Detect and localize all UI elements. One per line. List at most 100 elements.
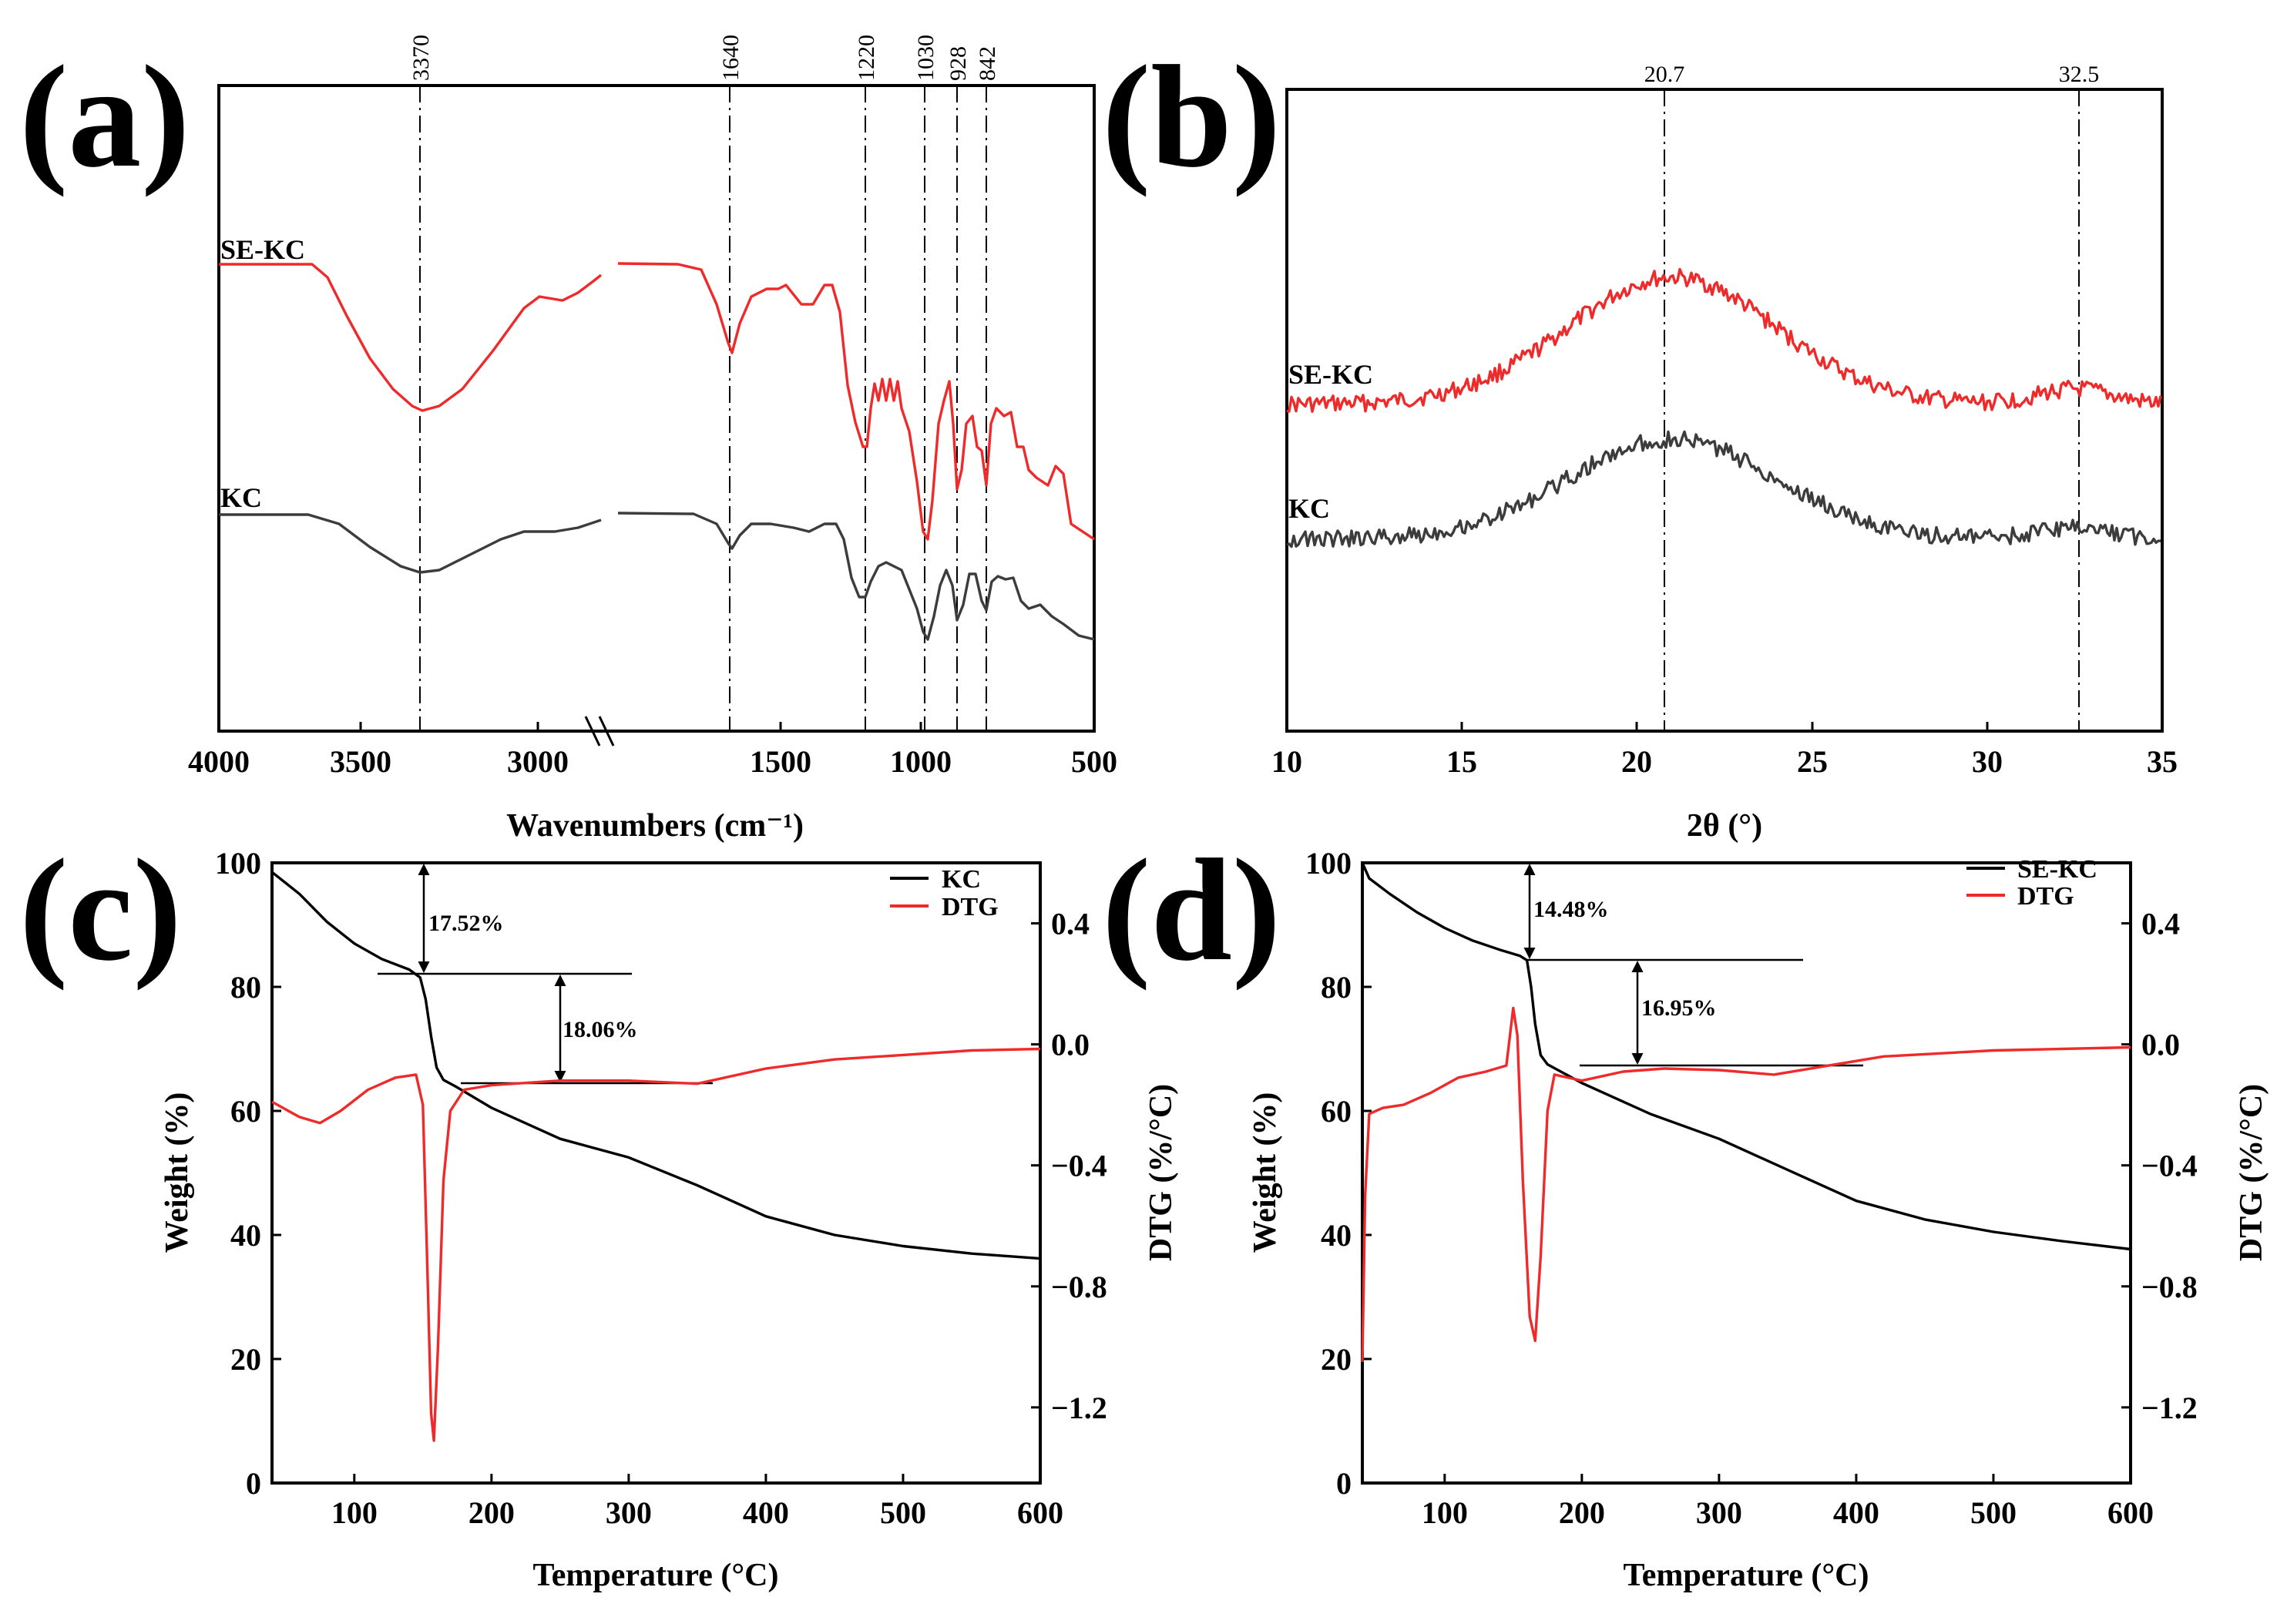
x-ticklabel-b-35: 35 xyxy=(2147,744,2178,779)
y2-ticklabel-c-3: 0.0 xyxy=(1051,1028,1090,1062)
series-b-sekc-line xyxy=(1286,267,2162,413)
legend-d-dtg-label: DTG xyxy=(2017,882,2074,911)
panel-d: (d) 100 200 300 400 500 600 0 20 40 60 80 100 −1.2… xyxy=(1102,830,2269,1593)
y2-axis-label-c: DTG (%/°C) xyxy=(1144,1084,1179,1261)
series-a-sekc-label: SE-KC xyxy=(220,234,305,265)
panel-d-label: (d) xyxy=(1102,830,1281,992)
series-d-sekc-line xyxy=(1361,862,2131,1251)
series-d-dtg-line xyxy=(1361,1006,2131,1362)
x-ticklabel-b-10: 10 xyxy=(1271,744,1302,779)
y2-ticklabel-c-4: 0.4 xyxy=(1051,907,1090,941)
panel-b-x-ticks xyxy=(1285,722,2164,731)
x-ticklabel-d-600: 600 xyxy=(2107,1495,2154,1530)
peak-label-32.5: 32.5 xyxy=(2059,62,2100,87)
panel-a-frame xyxy=(217,84,1096,733)
x-axis-label-d: Temperature (°C) xyxy=(1624,1558,1869,1593)
x-axis-label-a: Wavenumbers (cm⁻¹) xyxy=(506,808,804,844)
peak-label-3370: 3370 xyxy=(408,35,434,81)
panel-c-frame xyxy=(270,861,1042,1485)
x-ticklabel-c-400: 400 xyxy=(743,1495,789,1530)
series-b-kc-line xyxy=(1286,430,2161,549)
y-ticklabel-c-60: 60 xyxy=(230,1094,261,1129)
ann-d-1695: 16.95% xyxy=(1641,995,1717,1021)
y2-ticklabel-d-2: −0.4 xyxy=(2141,1149,2198,1183)
x-ticklabel-d-400: 400 xyxy=(1833,1495,1879,1530)
axis-break-mark-2 xyxy=(598,716,615,747)
x-ticklabel-a-4000: 4000 xyxy=(188,744,250,779)
panel-d-y2-ticks: −1.2 −0.8 −0.4 0.0 0.4 xyxy=(2121,907,2198,1425)
ann-c-1752: 17.52% xyxy=(428,911,504,936)
y-ticklabel-d-0: 0 xyxy=(1336,1466,1352,1501)
y2-ticklabel-d-1: −0.8 xyxy=(2141,1270,2198,1304)
x-ticklabel-b-15: 15 xyxy=(1446,744,1477,779)
panel-d-x-ticks: 100 200 300 400 500 600 xyxy=(1422,1474,2154,1530)
x-ticklabel-a-1500: 1500 xyxy=(750,744,811,779)
y-ticklabel-d-100: 100 xyxy=(1305,846,1352,881)
x-ticklabel-a-1000: 1000 xyxy=(890,744,952,779)
peak-label-1220: 1220 xyxy=(854,35,879,81)
ann-c-1806: 18.06% xyxy=(563,1017,638,1042)
y-ticklabel-c-80: 80 xyxy=(230,970,261,1005)
y2-ticklabel-d-4: 0.4 xyxy=(2141,907,2180,941)
panel-c-x-ticks: 100 200 300 400 500 600 xyxy=(331,1474,1063,1530)
y2-ticklabel-d-0: −1.2 xyxy=(2141,1391,2198,1425)
x-ticklabel-c-200: 200 xyxy=(468,1495,515,1530)
x-ticklabel-b-30: 30 xyxy=(1972,744,2003,779)
y-ticklabel-c-40: 40 xyxy=(230,1218,261,1253)
x-ticklabel-c-500: 500 xyxy=(880,1495,926,1530)
peak-label-1640: 1640 xyxy=(718,35,744,81)
series-c-dtg-line xyxy=(271,1047,1041,1442)
panel-b-frame xyxy=(1285,88,2164,733)
panel-c-y2-ticks: −1.2 −0.8 −0.4 0.0 0.4 xyxy=(1031,907,1107,1425)
y2-ticklabel-c-2: −0.4 xyxy=(1051,1149,1107,1183)
panel-c-label: (c) xyxy=(19,830,182,992)
x-ticklabel-c-600: 600 xyxy=(1017,1495,1063,1530)
y2-ticklabel-d-3: 0.0 xyxy=(2141,1028,2180,1062)
y-ticklabel-d-40: 40 xyxy=(1321,1218,1352,1253)
x-ticklabel-d-500: 500 xyxy=(1970,1495,2017,1530)
legend-c-kc-label: KC xyxy=(942,865,981,894)
y-ticklabel-c-20: 20 xyxy=(230,1342,261,1377)
series-b-sekc-label: SE-KC xyxy=(1288,359,1373,390)
peak-label-1030: 1030 xyxy=(913,35,939,81)
x-axis-label-c: Temperature (°C) xyxy=(533,1558,779,1593)
x-ticklabel-d-200: 200 xyxy=(1559,1495,1605,1530)
series-a-kc-line xyxy=(219,512,1095,641)
y2-ticklabel-c-0: −1.2 xyxy=(1051,1391,1107,1425)
y-ticklabel-c-0: 0 xyxy=(246,1466,261,1501)
axis-break-mark-1 xyxy=(584,716,601,747)
x-ticklabel-a-3000: 3000 xyxy=(507,744,569,779)
x-ticklabel-b-25: 25 xyxy=(1797,744,1828,779)
y2-ticklabel-c-1: −0.8 xyxy=(1051,1270,1107,1304)
x-ticklabel-d-100: 100 xyxy=(1422,1495,1468,1530)
y2-axis-label-d: DTG (%/°C) xyxy=(2234,1084,2269,1261)
panel-a-label: (a) xyxy=(19,36,190,198)
legend-d-sekc-label: SE-KC xyxy=(2017,855,2097,884)
panel-d-frame xyxy=(1361,861,2132,1485)
ann-d-1448: 14.48% xyxy=(1533,897,1609,922)
x-ticklabel-b-20: 20 xyxy=(1621,744,1652,779)
x-ticklabel-c-300: 300 xyxy=(606,1495,652,1530)
panel-a: (a) 3370 1640 1220 1030 928 842 SE-KC KC xyxy=(19,35,1117,844)
panel-a-x-ticks xyxy=(217,722,1096,731)
series-b-kc-label: KC xyxy=(1288,493,1330,524)
x-ticklabel-c-100: 100 xyxy=(331,1495,378,1530)
x-ticklabel-a-500: 500 xyxy=(1071,744,1117,779)
panel-b: (b) 20.7 32.5 SE-KC KC 10 15 20 25 30 35… xyxy=(1102,36,2178,844)
x-axis-label-b: 2θ (°) xyxy=(1687,808,1762,844)
x-ticklabel-a-3500: 3500 xyxy=(330,744,391,779)
x-ticklabel-d-300: 300 xyxy=(1696,1495,1742,1530)
series-a-kc-label: KC xyxy=(220,482,262,513)
series-c-kc-line xyxy=(270,871,1041,1260)
y-axis-label-c: Weight (%) xyxy=(160,1092,195,1253)
peak-label-928: 928 xyxy=(945,46,971,81)
peak-label-842: 842 xyxy=(975,46,1000,81)
y-ticklabel-c-100: 100 xyxy=(215,846,261,881)
y-ticklabel-d-80: 80 xyxy=(1321,970,1352,1005)
panel-c: (c) 100 200 300 400 500 600 0 20 40 60 80 100 −1.2… xyxy=(19,830,1179,1593)
y-ticklabel-d-20: 20 xyxy=(1321,1342,1352,1377)
legend-c-dtg-label: DTG xyxy=(942,893,999,921)
peak-label-20.7: 20.7 xyxy=(1644,62,1685,87)
y-ticklabel-d-60: 60 xyxy=(1321,1094,1352,1129)
